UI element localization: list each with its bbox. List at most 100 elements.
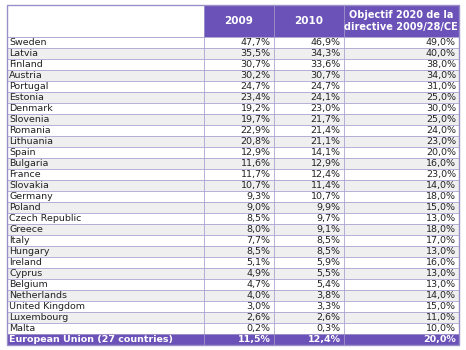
Text: 19,2%: 19,2% — [240, 104, 271, 113]
Text: Netherlands: Netherlands — [9, 291, 67, 300]
Text: 16,0%: 16,0% — [426, 258, 456, 267]
Text: 8,5%: 8,5% — [247, 247, 271, 256]
Bar — [274, 257, 344, 268]
Bar — [344, 114, 459, 125]
Bar — [204, 235, 274, 246]
Bar — [204, 334, 274, 345]
Bar — [274, 103, 344, 114]
Text: Estonia: Estonia — [9, 93, 44, 102]
Text: Spain: Spain — [9, 148, 35, 157]
Bar — [7, 125, 204, 136]
Bar — [204, 224, 274, 235]
Text: 9,3%: 9,3% — [247, 192, 271, 201]
Text: 34,0%: 34,0% — [426, 71, 456, 80]
Bar — [274, 334, 344, 345]
Bar — [7, 70, 204, 81]
Text: 18,0%: 18,0% — [426, 192, 456, 201]
Bar — [344, 213, 459, 224]
Bar — [204, 92, 274, 103]
Bar — [204, 169, 274, 180]
Text: 35,5%: 35,5% — [240, 49, 271, 58]
Text: 9,0%: 9,0% — [247, 203, 271, 212]
Text: 23,4%: 23,4% — [240, 93, 271, 102]
Text: 15,0%: 15,0% — [426, 203, 456, 212]
Bar — [7, 257, 204, 268]
Text: 25,0%: 25,0% — [426, 93, 456, 102]
Text: Belgium: Belgium — [9, 280, 48, 289]
Bar — [7, 92, 204, 103]
Text: 47,7%: 47,7% — [240, 38, 271, 47]
Text: 5,9%: 5,9% — [317, 258, 341, 267]
Text: Italy: Italy — [9, 236, 30, 245]
Text: 18,0%: 18,0% — [426, 225, 456, 234]
Text: Austria: Austria — [9, 71, 43, 80]
Bar — [204, 312, 274, 323]
Bar — [204, 158, 274, 169]
Bar — [274, 279, 344, 290]
Text: 3,0%: 3,0% — [247, 302, 271, 311]
Text: European Union (27 countries): European Union (27 countries) — [9, 335, 173, 344]
Bar — [7, 323, 204, 334]
Text: 11,6%: 11,6% — [240, 159, 271, 168]
Bar — [274, 147, 344, 158]
Text: 2,6%: 2,6% — [317, 313, 341, 322]
Bar — [344, 92, 459, 103]
Bar — [204, 290, 274, 301]
Text: 20,0%: 20,0% — [426, 148, 456, 157]
Text: 5,5%: 5,5% — [317, 269, 341, 278]
Text: 19,7%: 19,7% — [240, 115, 271, 124]
Bar — [274, 202, 344, 213]
Bar — [7, 5, 204, 37]
Bar — [274, 114, 344, 125]
Text: Sweden: Sweden — [9, 38, 47, 47]
Text: 0,2%: 0,2% — [247, 324, 271, 333]
Text: 8,5%: 8,5% — [317, 247, 341, 256]
Bar — [7, 136, 204, 147]
Bar — [274, 191, 344, 202]
Bar — [274, 37, 344, 48]
Bar — [274, 81, 344, 92]
Text: 11,0%: 11,0% — [426, 313, 456, 322]
Bar — [274, 59, 344, 70]
Bar — [344, 48, 459, 59]
Bar — [7, 224, 204, 235]
Bar — [204, 246, 274, 257]
Bar — [7, 48, 204, 59]
Bar — [7, 191, 204, 202]
Bar — [274, 125, 344, 136]
Bar — [7, 114, 204, 125]
Bar — [204, 125, 274, 136]
Bar — [344, 158, 459, 169]
Bar — [7, 268, 204, 279]
Text: United Kingdom: United Kingdom — [9, 302, 85, 311]
Text: 10,7%: 10,7% — [311, 192, 341, 201]
Text: Portugal: Portugal — [9, 82, 48, 91]
Text: 10,7%: 10,7% — [240, 181, 271, 190]
Text: 24,7%: 24,7% — [240, 82, 271, 91]
Bar — [274, 235, 344, 246]
Text: 23,0%: 23,0% — [426, 170, 456, 179]
Text: 2010: 2010 — [294, 16, 323, 26]
Bar — [204, 180, 274, 191]
Text: 34,3%: 34,3% — [310, 49, 341, 58]
Bar — [204, 279, 274, 290]
Text: 9,9%: 9,9% — [317, 203, 341, 212]
Bar — [344, 279, 459, 290]
Bar — [274, 301, 344, 312]
Bar — [7, 301, 204, 312]
Text: 23,0%: 23,0% — [426, 137, 456, 146]
Bar — [7, 147, 204, 158]
Text: 25,0%: 25,0% — [426, 115, 456, 124]
Text: 24,0%: 24,0% — [426, 126, 456, 135]
Bar — [344, 224, 459, 235]
Bar — [204, 257, 274, 268]
Bar — [204, 81, 274, 92]
Text: 9,7%: 9,7% — [317, 214, 341, 223]
Bar — [344, 147, 459, 158]
Bar — [274, 5, 344, 37]
Bar — [7, 235, 204, 246]
Text: 11,7%: 11,7% — [240, 170, 271, 179]
Bar — [7, 59, 204, 70]
Bar — [344, 103, 459, 114]
Bar — [344, 59, 459, 70]
